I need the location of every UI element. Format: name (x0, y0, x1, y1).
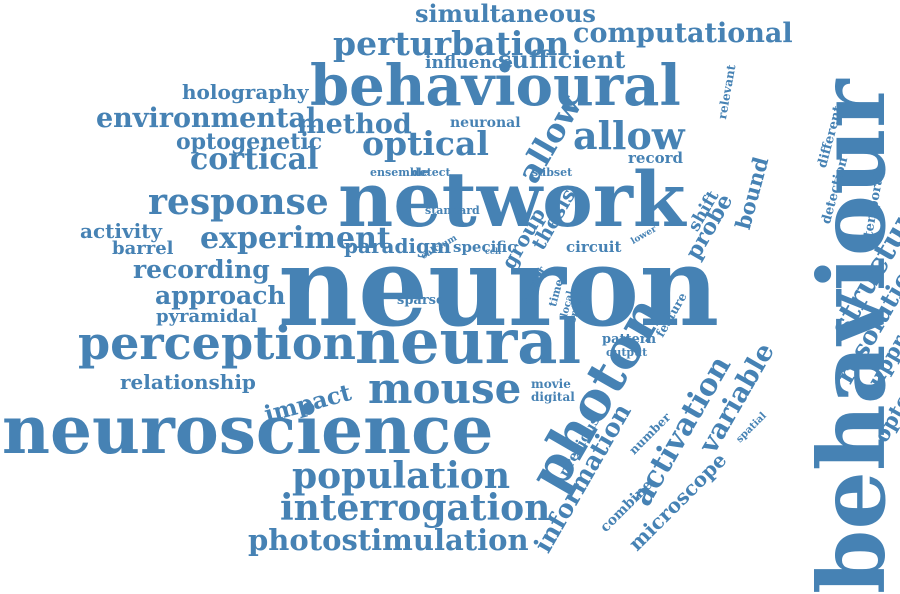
word-subset: detect (412, 166, 451, 179)
word-cortical: allow (573, 113, 685, 158)
word-activity: network (338, 155, 686, 244)
word-neuroscience: neuroscience (2, 391, 494, 469)
word-computational: computational (573, 18, 793, 49)
word-relevant: relevant (715, 63, 739, 121)
word-perturbation: perturbation (333, 24, 570, 63)
word-sufficient: sufficient (498, 45, 626, 74)
word-barrel: standard (425, 204, 480, 217)
word-influence: influence (425, 53, 513, 73)
word-response: record (628, 149, 683, 167)
word-detect: ensemble (370, 166, 429, 179)
word-movie: movie (531, 377, 571, 391)
word-ensemble: cortical (190, 142, 319, 177)
word-simultaneous: simultaneous (415, 0, 596, 28)
word-neuronal: neuronal (450, 115, 521, 131)
word-population: population (292, 455, 511, 497)
word-calcium: experiment (200, 221, 391, 256)
word-cell: cell (485, 246, 502, 256)
word-interrogation: interrogation (280, 487, 551, 529)
word-environmental: environmental (96, 103, 317, 134)
word-mouse: mouse (368, 364, 522, 413)
word-sparse: sparse (397, 293, 445, 308)
word-circuit: circuit (566, 238, 622, 256)
word-bound: bound (730, 154, 774, 232)
word-neural: neural (355, 305, 581, 378)
word-output: output (606, 346, 648, 359)
word-pattern: pattern (602, 332, 657, 347)
word-method: method (297, 109, 412, 140)
word-recording: recording (133, 255, 270, 284)
word-experiment: activity (80, 219, 163, 243)
word-approach: approach (155, 281, 286, 310)
word-neuron: neuron (278, 222, 720, 351)
word-optogenetic: optogenetic (176, 129, 323, 155)
word-holography: holography (182, 80, 309, 104)
word-digital: digital (531, 390, 575, 404)
word-perception: perception (78, 316, 356, 370)
word-relationship: relationship (120, 370, 256, 394)
word-record: subset (532, 166, 573, 179)
word-pyramidal: pyramidal (156, 306, 258, 327)
word-behavioural: behavioural (310, 53, 681, 119)
word-paradigm: barrel (112, 238, 174, 259)
word-optical: optical (362, 124, 489, 163)
word-standard: response (148, 181, 329, 223)
word-thesis: specific (453, 238, 517, 256)
word-specific: paradigm (344, 234, 452, 258)
word-photostimulation: photostimulation (248, 523, 529, 557)
